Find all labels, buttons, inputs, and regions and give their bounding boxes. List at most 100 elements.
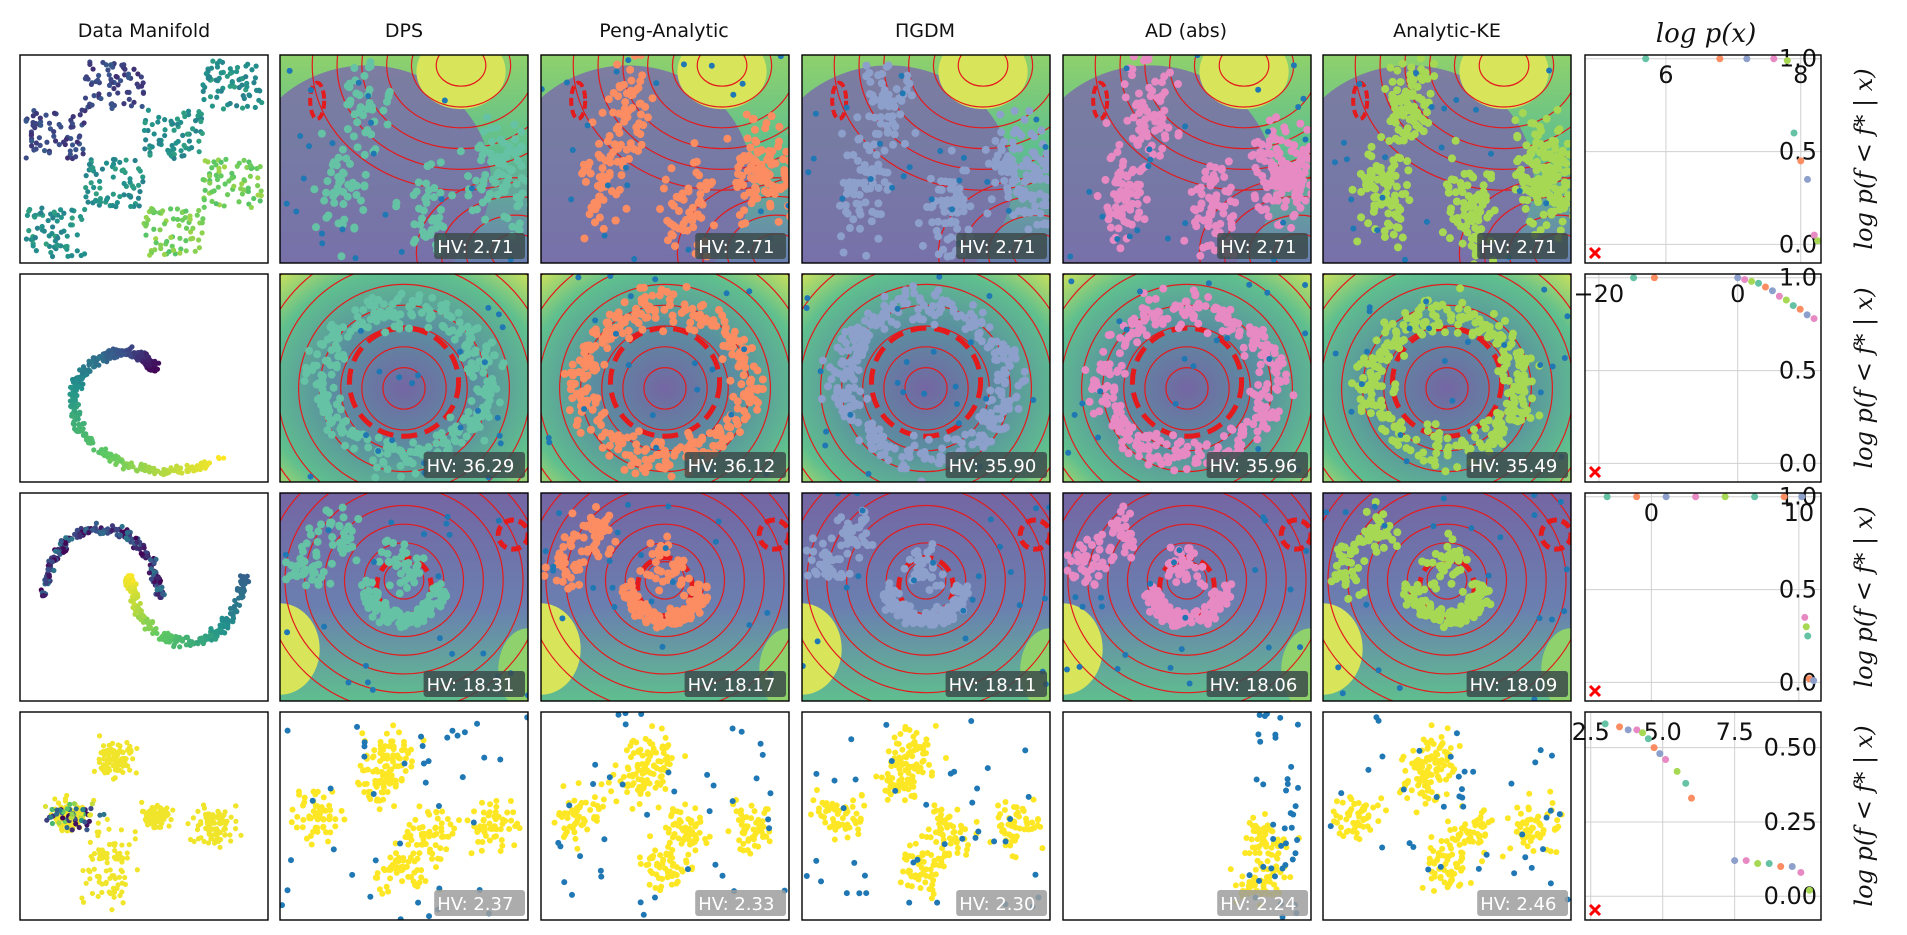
generated-sample [733, 404, 742, 413]
generated-sample [1464, 215, 1473, 224]
manifold-point [110, 161, 117, 167]
observed-point [785, 202, 789, 209]
generated-sample [1269, 168, 1278, 177]
generated-sample [1558, 217, 1567, 226]
manifold-point [177, 235, 183, 241]
manifold-point [178, 119, 184, 126]
generated-sample [1392, 329, 1401, 338]
generated-sample [630, 145, 639, 154]
generated-sample [1575, 171, 1583, 179]
observed-point [822, 442, 829, 449]
observed-point [495, 311, 502, 318]
generated-sample [847, 394, 856, 403]
generated-sample [630, 55, 639, 60]
generated-sample [651, 313, 660, 322]
manifold-point [257, 164, 263, 170]
generated-sample [877, 432, 886, 441]
generated-sample [702, 178, 711, 187]
panel-frame [1322, 273, 1572, 483]
generated-sample [1133, 319, 1142, 328]
manifold-point [124, 529, 130, 536]
manifold-point [145, 107, 151, 113]
generated-sample [1036, 173, 1045, 182]
observed-point [906, 164, 913, 171]
generated-sample [1103, 203, 1112, 212]
observed-point [653, 444, 660, 451]
generated-sample [617, 171, 626, 180]
landscape-peak [1459, 55, 1549, 110]
generated-sample [1400, 351, 1409, 360]
generated-sample [1000, 379, 1009, 388]
observed-point [604, 182, 611, 189]
generated-sample [891, 122, 900, 131]
manifold-point [109, 527, 115, 533]
generated-sample [1123, 172, 1132, 181]
manifold-point [118, 458, 124, 464]
generated-sample [641, 455, 650, 464]
generated-sample [841, 327, 850, 336]
manifold-point [70, 401, 76, 408]
generated-sample [1513, 370, 1522, 379]
generated-sample [682, 215, 691, 224]
generated-sample [1391, 437, 1400, 446]
observed-point [1541, 286, 1548, 293]
generated-sample [1467, 241, 1476, 250]
generated-sample [1173, 79, 1182, 88]
generated-sample [503, 148, 512, 157]
manifold-point [147, 557, 154, 563]
generated-sample [1011, 125, 1020, 134]
generated-sample [376, 307, 385, 316]
generated-sample [1239, 425, 1248, 434]
generated-sample [854, 135, 863, 144]
generated-sample [1145, 453, 1154, 462]
contour-line [643, 367, 687, 410]
generated-sample [1511, 116, 1520, 125]
observed-point [867, 176, 874, 183]
generated-sample [717, 432, 726, 441]
generated-sample [1155, 151, 1164, 160]
manifold-point [218, 159, 224, 165]
generated-sample [1523, 196, 1532, 205]
generated-sample [1189, 313, 1198, 322]
manifold-point [100, 451, 106, 457]
pareto-point [1814, 237, 1822, 245]
manifold-point [196, 245, 203, 251]
generated-sample [459, 416, 468, 425]
manifold-point [117, 193, 123, 200]
observed-point [1086, 188, 1093, 195]
generated-sample [726, 431, 735, 440]
generated-sample [1249, 336, 1258, 345]
generated-sample [932, 226, 941, 235]
observed-point [685, 246, 692, 253]
generated-sample [430, 193, 439, 202]
generated-sample [1020, 209, 1029, 218]
generated-sample [1263, 149, 1272, 158]
generated-sample [1481, 424, 1490, 433]
manifold-point [86, 161, 93, 167]
manifold-point [49, 253, 56, 260]
generated-sample [369, 456, 378, 465]
reference-marker [1588, 246, 1602, 260]
generated-sample [1412, 435, 1421, 444]
observed-point [368, 119, 375, 126]
observed-point [1255, 86, 1262, 93]
manifold-point [144, 553, 150, 559]
manifold-point [91, 447, 97, 453]
manifold-point [164, 238, 170, 245]
generated-sample [1111, 413, 1120, 422]
panel-frame [801, 273, 1051, 483]
contour-line [1218, 55, 1270, 87]
generated-sample [870, 167, 879, 176]
generated-sample [1370, 201, 1379, 210]
manifold-point [259, 99, 265, 106]
generated-sample [1171, 445, 1180, 454]
generated-sample [659, 327, 668, 336]
generated-sample [516, 191, 525, 200]
generated-sample [416, 220, 425, 229]
target-region [1091, 80, 1110, 121]
observed-point [398, 248, 405, 255]
manifold-point [218, 173, 224, 179]
generated-sample [350, 110, 359, 119]
manifold-point [122, 72, 128, 78]
observed-point [1397, 431, 1404, 438]
